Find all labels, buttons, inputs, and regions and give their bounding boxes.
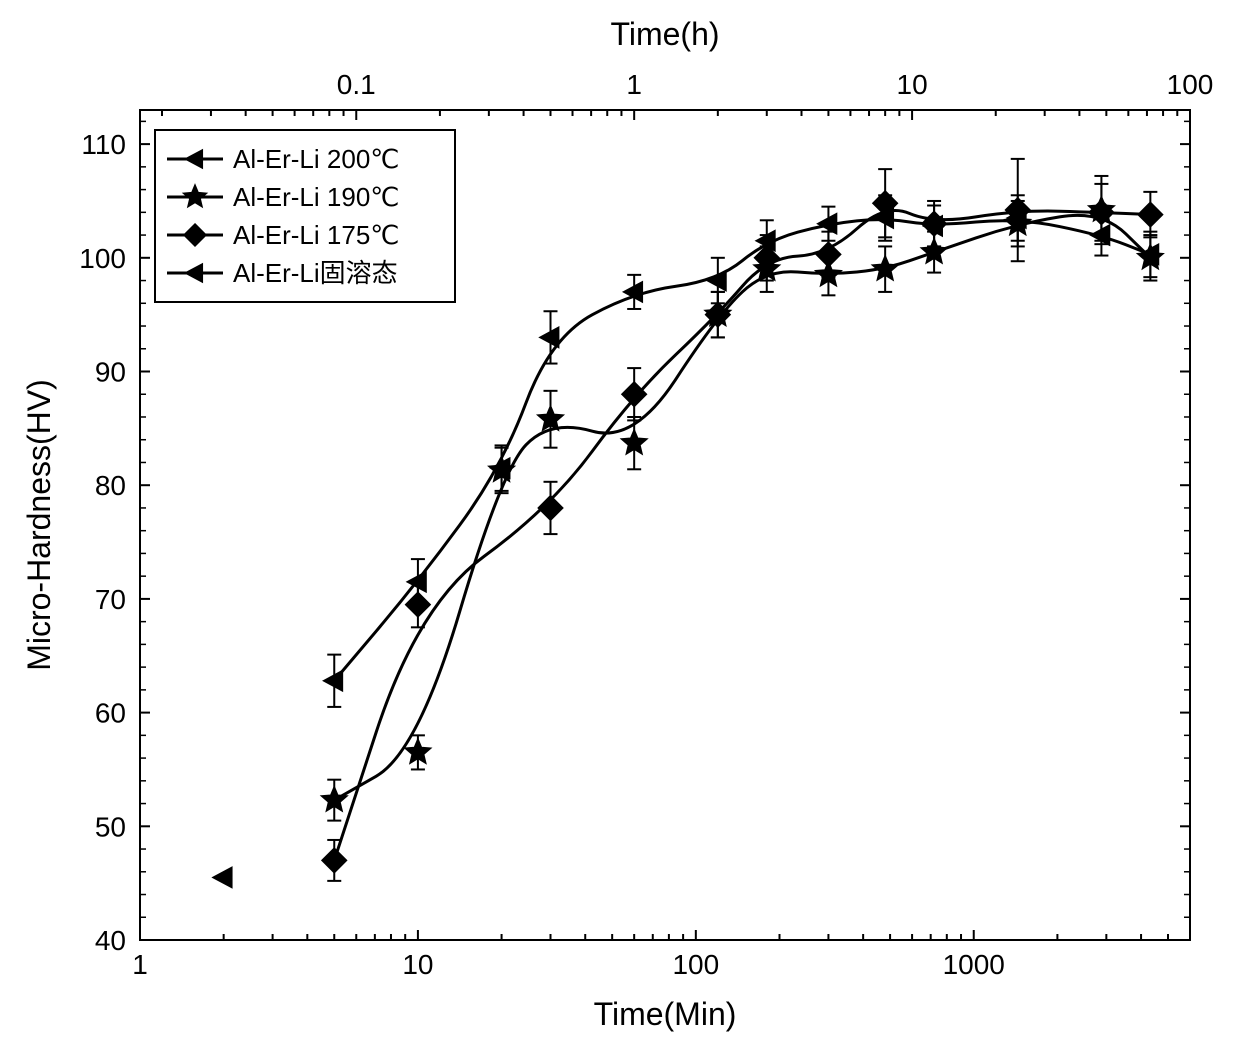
svg-text:Al-Er-Li 190℃: Al-Er-Li 190℃	[233, 182, 399, 212]
svg-text:100: 100	[79, 243, 126, 274]
svg-text:50: 50	[95, 811, 126, 842]
svg-text:10: 10	[402, 949, 433, 980]
series-ss	[212, 867, 232, 888]
svg-text:0.1: 0.1	[337, 69, 376, 100]
svg-text:40: 40	[95, 925, 126, 956]
svg-text:Time(Min): Time(Min)	[594, 996, 737, 1032]
legend: Al-Er-Li 200℃ Al-Er-Li 190℃ Al-Er-Li 175℃ A…	[155, 130, 455, 302]
svg-text:1: 1	[132, 949, 148, 980]
svg-text:60: 60	[95, 698, 126, 729]
svg-text:10: 10	[897, 69, 928, 100]
svg-text:80: 80	[95, 470, 126, 501]
svg-text:1: 1	[626, 69, 642, 100]
chart-container: 1101001000Time(Min)0.1110100Time(h)40506…	[0, 0, 1240, 1062]
svg-text:100: 100	[1167, 69, 1214, 100]
svg-text:Time(h): Time(h)	[610, 16, 719, 52]
svg-text:90: 90	[95, 357, 126, 388]
svg-text:Al-Er-Li 175℃: Al-Er-Li 175℃	[233, 220, 399, 250]
svg-text:Al-Er-Li 200℃: Al-Er-Li 200℃	[233, 144, 399, 174]
svg-text:110: 110	[81, 129, 126, 160]
svg-text:Al-Er-Li固溶态: Al-Er-Li固溶态	[233, 258, 398, 288]
chart-svg: 1101001000Time(Min)0.1110100Time(h)40506…	[0, 0, 1240, 1062]
svg-text:70: 70	[95, 584, 126, 615]
svg-text:Micro-Hardness(HV): Micro-Hardness(HV)	[21, 379, 57, 671]
svg-text:100: 100	[672, 949, 719, 980]
svg-text:1000: 1000	[943, 949, 1005, 980]
